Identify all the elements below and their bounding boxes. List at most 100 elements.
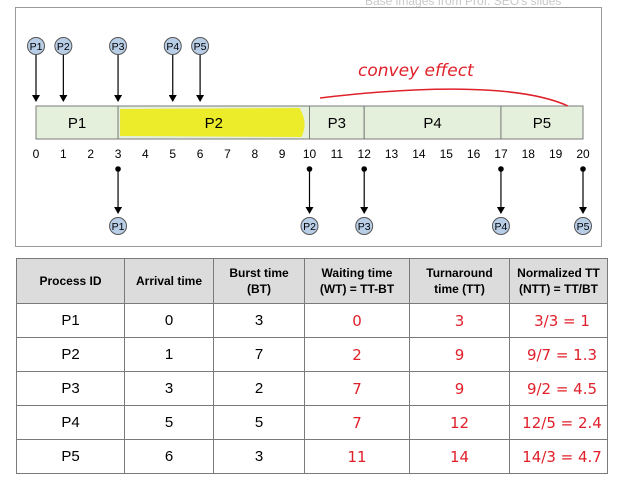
cell-burst: 2 xyxy=(213,371,305,406)
cell-pid: P3 xyxy=(16,371,125,406)
process-node-p3-arrival xyxy=(109,37,128,55)
time-tick-label: 17 xyxy=(494,147,508,161)
fcfs-gantt-diagram: P1 P2 P3 P4 P5 0 1 2 3 4 5 6 7 8 9 10 11 12 13 14 15 16 17 18 1… xyxy=(27,37,592,235)
cell-normalized: 3/3 = 1 xyxy=(509,303,608,338)
time-tick-label: 18 xyxy=(522,147,536,161)
cell-turnaround: 3 xyxy=(409,303,510,338)
gantt-segment-label: P3 xyxy=(328,115,346,132)
process-node-p5-completion xyxy=(574,217,592,235)
time-tick-label: 9 xyxy=(279,147,286,161)
process-node-p5-arrival xyxy=(191,37,210,55)
process-node-label: P3 xyxy=(358,221,371,233)
cell-waiting: 11 xyxy=(304,439,410,474)
cell-burst: 3 xyxy=(213,303,305,338)
cell-waiting: 2 xyxy=(304,337,410,372)
time-tick-label: 0 xyxy=(33,147,40,161)
completion-dot xyxy=(498,166,504,172)
table-row: P1 0 3 0 3 3/3 = 1 xyxy=(16,303,608,338)
process-node-p2-completion xyxy=(300,217,319,235)
gantt-segment-label: P2 xyxy=(205,115,223,132)
cell-turnaround: 12 xyxy=(409,405,510,440)
process-node-label: P4 xyxy=(495,221,508,233)
cell-turnaround: 14 xyxy=(409,439,510,474)
process-node-label: P2 xyxy=(303,221,316,233)
time-tick-label: 3 xyxy=(115,147,122,161)
process-node-label: P1 xyxy=(112,221,125,233)
time-tick-label: 10 xyxy=(303,147,317,161)
cell-burst: 3 xyxy=(213,439,305,474)
time-tick-label: 2 xyxy=(87,147,94,161)
header-process-id: Process ID xyxy=(16,258,125,304)
cell-pid: P5 xyxy=(16,439,125,474)
gantt-segment-p5 xyxy=(500,105,584,140)
cell-arrival: 0 xyxy=(124,303,214,338)
time-tick-label: 7 xyxy=(224,147,231,161)
cell-normalized: 12/5 = 2.4 xyxy=(509,405,608,440)
process-node-label: P4 xyxy=(166,41,179,53)
header-waiting-time: Waiting time (WT) = TT-BT xyxy=(304,258,410,304)
process-node-p1-arrival xyxy=(27,37,45,55)
cell-turnaround: 9 xyxy=(409,337,510,372)
cell-burst: 5 xyxy=(213,405,305,440)
table-row: P3 3 2 7 9 9/2 = 4.5 xyxy=(16,371,608,406)
cell-turnaround: 9 xyxy=(409,371,510,406)
time-tick-label: 14 xyxy=(412,147,426,161)
completion-dot xyxy=(115,166,121,172)
process-node-label: P5 xyxy=(194,41,207,53)
cell-normalized: 14/3 = 4.7 xyxy=(509,439,608,474)
cell-waiting: 0 xyxy=(304,303,410,338)
cell-arrival: 3 xyxy=(124,371,214,406)
time-tick-label: 20 xyxy=(576,147,590,161)
cell-waiting: 7 xyxy=(304,405,410,440)
time-tick-label: 15 xyxy=(440,147,454,161)
process-node-p2-arrival xyxy=(54,37,73,55)
cell-arrival: 6 xyxy=(124,439,214,474)
process-node-p4-completion xyxy=(491,217,510,235)
table-row: P4 5 5 7 12 12/5 = 2.4 xyxy=(16,405,608,440)
gantt-segment-label: P4 xyxy=(423,115,441,132)
time-tick-label: 19 xyxy=(549,147,563,161)
cell-normalized: 9/2 = 4.5 xyxy=(509,371,608,406)
header-caption: Base images from Prof. SEO's slides xyxy=(365,0,562,8)
cell-arrival: 5 xyxy=(124,405,214,440)
header-turnaround-time: Turnaround time (TT) xyxy=(409,258,510,304)
time-tick-label: 13 xyxy=(385,147,399,161)
cell-normalized: 9/7 = 1.3 xyxy=(509,337,608,372)
gantt-segment-p3 xyxy=(309,105,365,140)
process-node-p1-completion xyxy=(109,217,128,235)
convoy-effect-label: convey effect xyxy=(358,61,475,81)
table-header-row: Process ID Arrival time Burst time (BT) … xyxy=(16,258,608,304)
time-tick-label: 8 xyxy=(251,147,258,161)
cell-pid: P4 xyxy=(16,405,125,440)
time-tick-label: 4 xyxy=(142,147,149,161)
time-tick-label: 5 xyxy=(169,147,176,161)
table-row: P2 1 7 2 9 9/7 = 1.3 xyxy=(16,337,608,372)
gantt-segment-label: P1 xyxy=(68,115,86,132)
highlighter-mark xyxy=(120,108,305,137)
cell-pid: P1 xyxy=(16,303,125,338)
process-node-p3-completion xyxy=(355,217,374,235)
convoy-underline xyxy=(319,88,569,107)
header-arrival-time: Arrival time xyxy=(124,258,214,304)
process-node-label: P1 xyxy=(30,41,43,53)
process-node-label: P3 xyxy=(112,41,125,53)
time-tick-label: 16 xyxy=(467,147,481,161)
cell-pid: P2 xyxy=(16,337,125,372)
gantt-panel xyxy=(15,7,602,247)
gantt-segment-p4 xyxy=(363,105,502,140)
cell-burst: 7 xyxy=(213,337,305,372)
header-normalized-tt: Normalized TT (NTT) = TT/BT xyxy=(509,258,608,304)
time-tick-label: 6 xyxy=(197,147,204,161)
completion-dot xyxy=(361,166,368,172)
process-node-label: P2 xyxy=(57,41,70,53)
cell-arrival: 1 xyxy=(124,337,214,372)
completion-dot xyxy=(580,166,586,172)
time-tick-label: 11 xyxy=(331,147,344,161)
process-node-label: P5 xyxy=(577,221,590,233)
process-node-p4-arrival xyxy=(163,37,182,55)
completion-dot xyxy=(306,166,313,172)
process-table: Process ID Arrival time Burst time (BT) … xyxy=(16,258,608,474)
convoy-annotation: convey effect xyxy=(319,61,569,107)
header-burst-time: Burst time (BT) xyxy=(213,258,305,304)
gantt-segment-label: P5 xyxy=(533,115,551,132)
